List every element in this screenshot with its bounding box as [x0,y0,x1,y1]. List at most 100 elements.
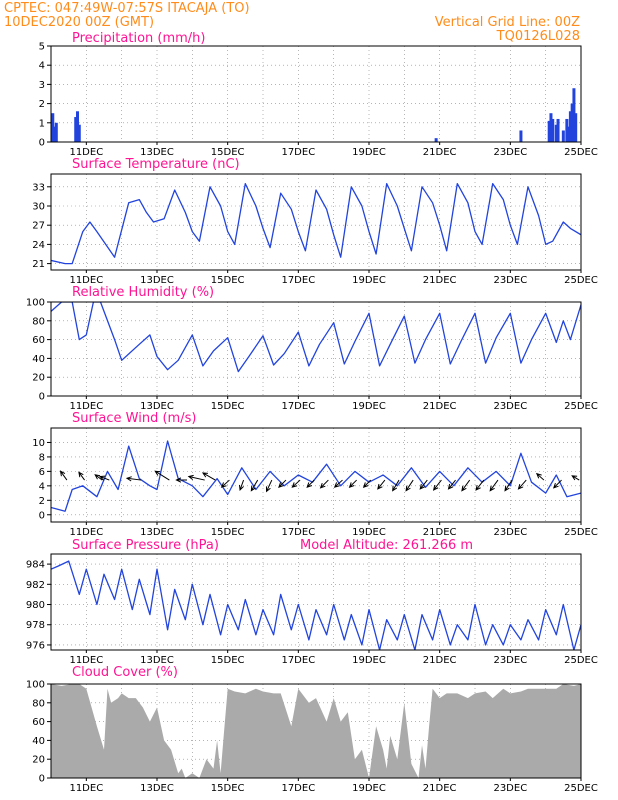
cloud-y-tick-label: 0 [39,774,45,785]
precip-bar [77,124,81,142]
cloud-x-tick-label: 25DEC [564,783,598,794]
pressure-series [51,560,581,650]
rh-y-tick-label: 40 [32,354,45,365]
pressure-annotation: Model Altitude: 261.266 m [300,538,473,553]
precip-bar [561,130,565,142]
wind-arrow [348,479,357,488]
temp-x-tick-label: 17DEC [281,275,315,286]
pressure-y-tick-label: 978 [26,620,45,631]
cloud-title: Cloud Cover (%) [72,665,178,680]
rh-x-tick-label: 25DEC [564,401,598,412]
header-station: CPTEC: 047:49W-07:57S ITACAJA (TO) [4,1,250,16]
cloud-x-tick-label: 23DEC [493,783,527,794]
wind-arrow [265,479,273,493]
precip-title: Precipitation (mm/h) [72,31,205,46]
precip-bar [547,120,551,142]
wind-x-tick-label: 17DEC [281,527,315,538]
wind-x-tick-label: 25DEC [564,527,598,538]
rh-x-tick-label: 13DEC [140,401,174,412]
precip-bar [556,118,560,142]
pressure-panel: Surface Pressure (hPa) Model Altitude: 26… [26,538,598,666]
precip-grid [50,45,582,143]
temp-grid [50,174,582,270]
rh-x-tick-label: 17DEC [281,401,315,412]
header-grid-note: Vertical Grid Line: 00Z [435,15,580,30]
precip-x-tick-label: 15DEC [211,147,245,158]
pressure-y-tick-label: 976 [26,640,45,651]
wind-grid [50,428,582,522]
temp-x-tick-label: 13DEC [140,275,174,286]
precip-x-tick-label: 13DEC [140,147,174,158]
temp-y-tick-label: 30 [32,202,45,213]
cloud-y-tick-label: 40 [32,736,45,747]
pressure-y-tick-label: 980 [26,600,45,611]
wind-arrow [99,475,110,481]
precip-bar [519,130,523,142]
pressure-x-tick-label: 23DEC [493,655,527,666]
wind-arrow [220,479,230,488]
precip-x-tick-label: 11DEC [69,147,103,158]
pressure-x-tick-label: 11DEC [69,655,103,666]
temp-line [51,182,581,265]
header-run: 10DEC2020 00Z (GMT) [4,15,154,30]
pressure-x-tick-label: 21DEC [423,655,457,666]
precip-bar [574,113,578,142]
wind-arrow [552,479,562,489]
wind-frame [50,427,582,523]
precip-y-tick-label: 4 [39,61,45,72]
wind-arrows [59,470,580,493]
wind-x-tick-label: 11DEC [69,527,103,538]
wind-arrow [333,479,343,488]
precip-y-tick-label: 5 [39,42,45,53]
rh-y-tick-label: 60 [32,335,45,346]
pressure-x-tick-label: 17DEC [281,655,315,666]
temp-series [51,182,581,265]
wind-y-tick-label: 4 [39,481,45,492]
rh-grid [50,301,582,397]
wind-arrow [447,479,456,490]
pressure-y-tick-label: 982 [26,580,45,591]
wind-arrow [154,470,170,481]
temp-frame [50,173,582,271]
wind-line [51,440,581,512]
wind-arrow [392,479,400,492]
precip-bar [51,113,55,142]
precip-x-tick-label: 23DEC [493,147,527,158]
wind-y-tick-label: 8 [39,452,45,463]
wind-arrow [517,479,527,490]
wind-arrow [419,479,428,490]
wind-arrow [59,470,68,481]
pressure-x-tick-label: 25DEC [564,655,598,666]
wind-series [51,440,581,512]
precip-bar [554,124,558,142]
precip-x-tick-label: 25DEC [564,147,598,158]
wind-arrow [432,479,442,491]
precip-bar [551,118,555,142]
rh-y-tick-label: 100 [26,298,45,309]
wind-x-tick-label: 19DEC [352,527,386,538]
wind-arrow [461,479,471,492]
precip-bar [570,103,574,142]
rh-series [51,302,581,373]
wind-arrow [187,474,205,481]
precip-bar [434,138,438,142]
rh-frame [50,301,582,397]
temp-x-tick-label: 21DEC [423,275,457,286]
precip-bar [53,126,57,142]
cloud-x-tick-label: 19DEC [352,783,386,794]
temp-title: Surface Temperature (nC) [72,157,240,172]
wind-arrow [571,475,580,481]
cloud-x-tick-label: 11DEC [69,783,103,794]
temp-y-tick-label: 27 [32,221,45,232]
wind-arrow [405,479,414,492]
temp-x-tick-label: 25DEC [564,275,598,286]
precip-frame [50,45,582,143]
wind-y-tick-label: 10 [32,438,45,449]
temp-panel: Surface Temperature (nC) 21 24 27 30 33 11DEC 1… [32,157,598,286]
temp-x-tick-label: 19DEC [352,275,386,286]
cloud-y-tick-label: 100 [26,680,45,691]
temp-y-tick-label: 33 [32,182,45,193]
cloud-y-tick-label: 80 [32,698,45,709]
cloud-x-tick-label: 13DEC [140,783,174,794]
